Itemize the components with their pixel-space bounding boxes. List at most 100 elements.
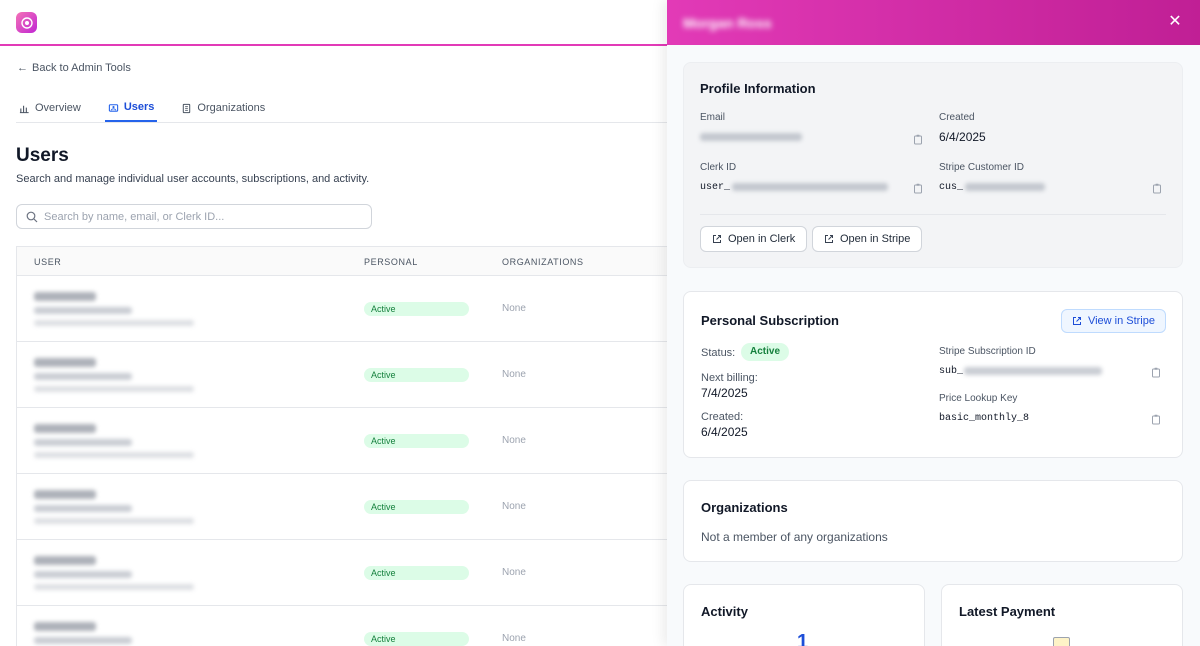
personal-status-badge: Active bbox=[364, 632, 469, 646]
table-header: USER PERSONAL ORGANIZATIONS bbox=[17, 247, 667, 276]
close-icon[interactable]: ✕ bbox=[1168, 13, 1182, 30]
copy-email-icon[interactable] bbox=[913, 134, 923, 145]
open-in-clerk-button[interactable]: Open in Clerk bbox=[700, 226, 808, 252]
organizations-cell: None bbox=[502, 501, 526, 512]
users-table: USER PERSONAL ORGANIZATIONS Active None … bbox=[16, 246, 667, 646]
back-link-label: Back to Admin Tools bbox=[32, 62, 131, 74]
clerk-id-prefix: user_ bbox=[700, 182, 731, 193]
search-icon bbox=[26, 211, 38, 222]
user-name-redacted bbox=[34, 292, 96, 301]
copy-clerk-id-icon[interactable] bbox=[913, 183, 923, 194]
user-id-redacted bbox=[34, 518, 194, 524]
table-row[interactable]: Active None bbox=[17, 540, 667, 606]
tab-bar: Overview Users Organizations bbox=[16, 94, 667, 123]
open-in-clerk-label: Open in Clerk bbox=[728, 233, 796, 245]
personal-status-badge: Active bbox=[364, 368, 469, 382]
stripe-subscription-id-label: Stripe Subscription ID bbox=[939, 346, 1036, 357]
subscription-created-value: 6/4/2025 bbox=[701, 425, 748, 439]
latest-payment-card: Latest Payment bbox=[941, 584, 1183, 646]
activity-card-title: Activity bbox=[701, 604, 748, 619]
user-name-redacted bbox=[34, 490, 96, 499]
organizations-cell: None bbox=[502, 369, 526, 380]
email-value-redacted bbox=[700, 133, 802, 141]
tab-users[interactable]: Users bbox=[104, 94, 158, 122]
tab-organizations-label: Organizations bbox=[197, 102, 266, 114]
user-id-redacted bbox=[34, 386, 194, 392]
user-name-redacted bbox=[34, 424, 96, 433]
table-row[interactable]: Active None bbox=[17, 408, 667, 474]
external-link-icon bbox=[713, 235, 721, 243]
organizations-card-title: Organizations bbox=[701, 500, 788, 515]
table-row[interactable]: Active None bbox=[17, 276, 667, 342]
user-name-redacted bbox=[34, 622, 96, 631]
drawer-header: Morgan Ross ✕ bbox=[667, 0, 1200, 45]
user-id-redacted bbox=[34, 452, 194, 458]
arrow-left-icon: ← bbox=[17, 62, 28, 74]
stripe-customer-id-prefix: cus_ bbox=[939, 182, 964, 193]
copy-price-key-icon[interactable] bbox=[1151, 414, 1161, 425]
user-email-redacted bbox=[34, 505, 132, 512]
external-link-icon bbox=[825, 235, 833, 243]
tab-overview[interactable]: Overview bbox=[16, 94, 84, 122]
subscription-status-badge: Active bbox=[741, 343, 790, 361]
users-icon bbox=[108, 103, 119, 112]
organizations-card: Organizations Not a member of any organi… bbox=[683, 480, 1183, 562]
user-name-redacted bbox=[34, 358, 96, 367]
organizations-cell: None bbox=[502, 303, 526, 314]
organizations-cell: None bbox=[502, 633, 526, 644]
tab-users-label: Users bbox=[123, 101, 155, 113]
user-id-redacted bbox=[34, 320, 194, 326]
table-row[interactable]: Active None bbox=[17, 342, 667, 408]
copy-subscription-id-icon[interactable] bbox=[1151, 367, 1161, 378]
user-email-redacted bbox=[34, 373, 132, 380]
organizations-cell: None bbox=[502, 567, 526, 578]
open-in-stripe-button[interactable]: Open in Stripe bbox=[812, 226, 923, 252]
top-bar bbox=[0, 0, 667, 46]
clerk-id-label: Clerk ID bbox=[700, 162, 737, 173]
created-value: 6/4/2025 bbox=[939, 130, 986, 144]
user-detail-drawer: Morgan Ross ✕ Profile Information Email … bbox=[667, 0, 1200, 646]
personal-subscription-card: Personal Subscription View in Stripe Sta… bbox=[683, 291, 1183, 458]
user-email-redacted bbox=[34, 571, 132, 578]
app-logo-icon[interactable] bbox=[16, 12, 37, 33]
tab-organizations[interactable]: Organizations bbox=[178, 94, 268, 122]
profile-information-card: Profile Information Email Created 6/4/20… bbox=[683, 62, 1183, 268]
next-billing-label: Next billing: bbox=[701, 372, 758, 384]
page-title: Users bbox=[16, 145, 69, 166]
table-row[interactable]: Active None bbox=[17, 474, 667, 540]
back-to-admin-link[interactable]: ← Back to Admin Tools bbox=[17, 62, 131, 74]
created-label: Created bbox=[939, 112, 975, 123]
organizations-cell: None bbox=[502, 435, 526, 446]
receipt-icon bbox=[1053, 637, 1070, 646]
latest-payment-card-title: Latest Payment bbox=[959, 604, 1056, 619]
activity-count: 1 bbox=[797, 631, 809, 646]
personal-status-badge: Active bbox=[364, 434, 469, 448]
user-id-redacted bbox=[34, 584, 194, 590]
column-header-user: USER bbox=[34, 257, 62, 267]
open-in-stripe-label: Open in Stripe bbox=[840, 233, 911, 245]
next-billing-value: 7/4/2025 bbox=[701, 386, 748, 400]
stripe-subscription-id-redacted bbox=[964, 367, 1102, 375]
price-lookup-key-label: Price Lookup Key bbox=[939, 393, 1018, 404]
table-row[interactable]: Active None bbox=[17, 606, 667, 646]
subscription-card-title: Personal Subscription bbox=[701, 313, 839, 328]
column-header-personal: PERSONAL bbox=[364, 257, 418, 267]
view-in-stripe-button[interactable]: View in Stripe bbox=[1060, 309, 1166, 333]
personal-status-badge: Active bbox=[364, 566, 469, 580]
stripe-customer-id-label: Stripe Customer ID bbox=[939, 162, 1025, 173]
stripe-subscription-id-prefix: sub_ bbox=[939, 366, 964, 377]
user-email-redacted bbox=[34, 307, 132, 314]
user-name-redacted bbox=[34, 556, 96, 565]
column-header-organizations: ORGANIZATIONS bbox=[502, 257, 584, 267]
tab-overview-label: Overview bbox=[35, 102, 81, 114]
search-box bbox=[16, 204, 372, 229]
copy-stripe-customer-id-icon[interactable] bbox=[1152, 183, 1162, 194]
view-in-stripe-label: View in Stripe bbox=[1087, 315, 1155, 327]
external-link-icon bbox=[1072, 317, 1081, 325]
status-label: Status: bbox=[701, 347, 736, 359]
subscription-created-label: Created: bbox=[701, 411, 744, 423]
clerk-id-redacted bbox=[732, 183, 888, 191]
search-input[interactable] bbox=[44, 210, 344, 223]
organizations-empty-text: Not a member of any organizations bbox=[701, 530, 888, 544]
email-label: Email bbox=[700, 112, 726, 123]
